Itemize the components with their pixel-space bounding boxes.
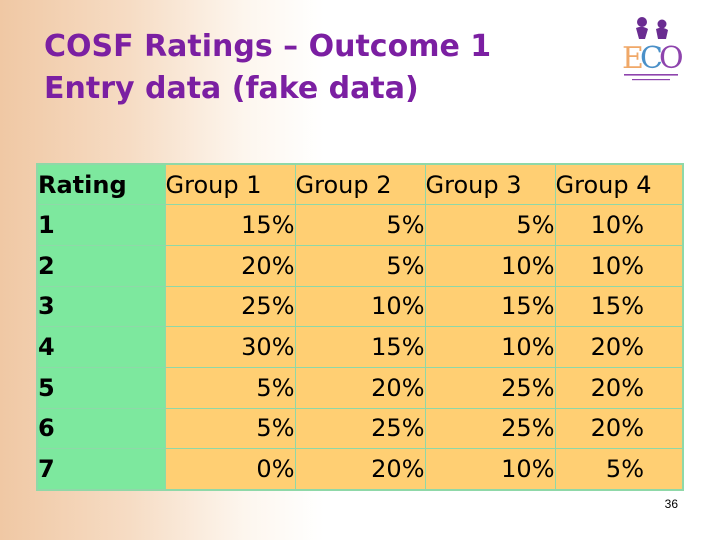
group-3-cell: 15% <box>424 285 556 328</box>
header-rating: Rating <box>36 163 166 206</box>
rating-cell: 6 <box>36 407 166 450</box>
group-3-cell: 25% <box>424 407 556 450</box>
group-2-cell: 5% <box>294 204 426 246</box>
logo-letter-e: E <box>622 41 644 76</box>
group-4-cell: 20% <box>554 326 684 368</box>
header-group-2: Group 2 <box>294 163 426 206</box>
group-2-cell: 5% <box>294 244 426 287</box>
logo-figure-head-1 <box>637 17 647 27</box>
group-4-cell: 15% <box>554 285 684 328</box>
logo-tagline-line <box>624 74 678 76</box>
table-header-row: Rating Group 1 Group 2 Group 3 Group 4 <box>36 163 684 206</box>
group-1-cell: 20% <box>164 244 296 287</box>
table-row: 3 25% 10% 15% 15% <box>36 285 684 328</box>
group-4-cell: 5% <box>554 448 684 490</box>
logo-figure-head-2 <box>657 19 667 29</box>
group-2-cell: 25% <box>294 407 426 450</box>
logo-tagline-line-2 <box>632 79 670 81</box>
table-row: 5 5% 20% 25% 20% <box>36 366 684 409</box>
logo-figure-body-2 <box>656 27 668 39</box>
header-group-1: Group 1 <box>164 163 296 206</box>
ratings-table: Rating Group 1 Group 2 Group 3 Group 4 1… <box>36 163 684 491</box>
group-2-cell: 20% <box>294 366 426 409</box>
group-2-cell: 15% <box>294 326 426 368</box>
group-1-cell: 5% <box>164 407 296 450</box>
group-3-cell: 10% <box>424 448 556 490</box>
group-4-cell: 20% <box>554 407 684 450</box>
eco-logo: E C O <box>622 17 684 81</box>
slide-title: COSF Ratings – Outcome 1 Entry data (fak… <box>44 26 491 110</box>
rating-cell: 5 <box>36 366 166 409</box>
title-line-1: COSF Ratings – Outcome 1 <box>44 29 492 64</box>
logo-letter-c: C <box>640 41 663 76</box>
logo-letter-o: O <box>659 41 684 76</box>
rating-cell: 2 <box>36 244 166 287</box>
rating-cell: 3 <box>36 285 166 328</box>
page-number: 36 <box>664 497 678 511</box>
rating-cell: 4 <box>36 326 166 368</box>
rating-cell: 1 <box>36 204 166 246</box>
group-3-cell: 5% <box>424 204 556 246</box>
title-line-2: Entry data (fake data) <box>44 71 419 106</box>
table-row: 2 20% 5% 10% 10% <box>36 244 684 287</box>
group-4-cell: 10% <box>554 244 684 287</box>
table-row: 7 0% 20% 10% 5% <box>36 448 684 490</box>
header-group-3: Group 3 <box>424 163 556 206</box>
group-1-cell: 0% <box>164 448 296 490</box>
group-4-cell: 20% <box>554 366 684 409</box>
group-1-cell: 30% <box>164 326 296 368</box>
group-1-cell: 15% <box>164 204 296 246</box>
group-1-cell: 25% <box>164 285 296 328</box>
group-2-cell: 10% <box>294 285 426 328</box>
group-4-cell: 10% <box>554 204 684 246</box>
table-row: 1 15% 5% 5% 10% <box>36 204 684 246</box>
table-row: 4 30% 15% 10% 20% <box>36 326 684 368</box>
header-group-4: Group 4 <box>554 163 684 206</box>
rating-cell: 7 <box>36 448 166 490</box>
group-2-cell: 20% <box>294 448 426 490</box>
group-3-cell: 10% <box>424 244 556 287</box>
table-row: 6 5% 25% 25% 20% <box>36 407 684 450</box>
group-3-cell: 10% <box>424 326 556 368</box>
group-3-cell: 25% <box>424 366 556 409</box>
logo-figure-body-1 <box>636 26 648 39</box>
group-1-cell: 5% <box>164 366 296 409</box>
